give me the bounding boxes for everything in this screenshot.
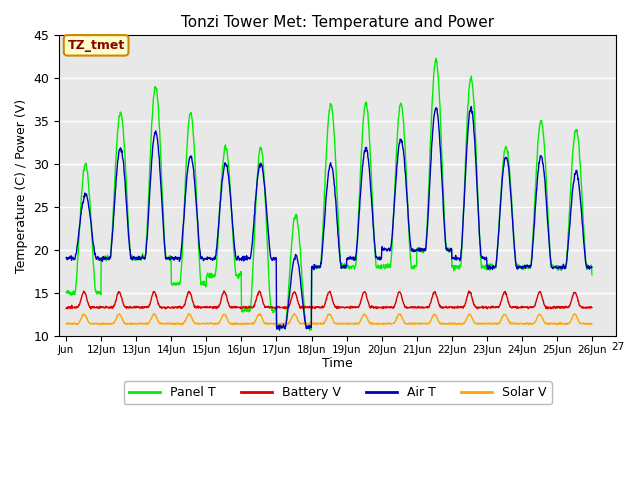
Text: 27: 27 (611, 342, 625, 352)
Text: TZ_tmet: TZ_tmet (67, 39, 125, 52)
Legend: Panel T, Battery V, Air T, Solar V: Panel T, Battery V, Air T, Solar V (124, 382, 552, 405)
X-axis label: Time: Time (323, 357, 353, 370)
Title: Tonzi Tower Met: Temperature and Power: Tonzi Tower Met: Temperature and Power (181, 15, 494, 30)
Y-axis label: Temperature (C) / Power (V): Temperature (C) / Power (V) (15, 98, 28, 273)
